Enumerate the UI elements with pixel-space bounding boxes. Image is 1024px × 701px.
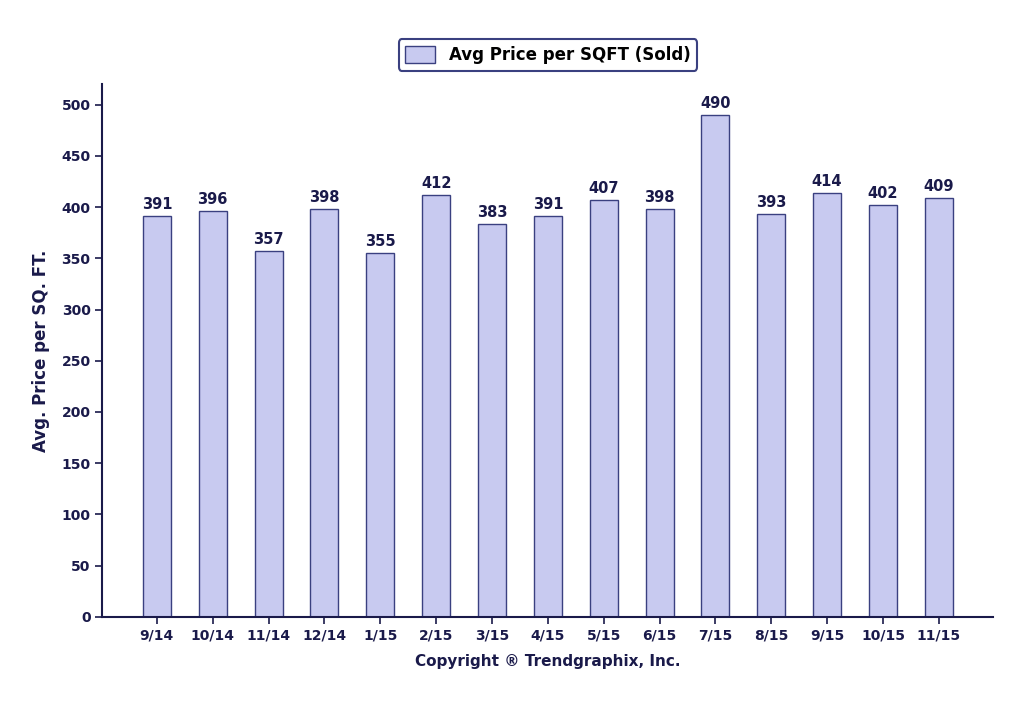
Text: 412: 412 xyxy=(421,176,452,191)
Text: 409: 409 xyxy=(924,179,954,193)
Bar xyxy=(310,209,338,617)
Y-axis label: Avg. Price per SQ. FT.: Avg. Price per SQ. FT. xyxy=(33,250,50,451)
Text: 393: 393 xyxy=(756,195,786,210)
Text: 414: 414 xyxy=(812,174,843,189)
Legend: Avg Price per SQFT (Sold): Avg Price per SQFT (Sold) xyxy=(398,39,697,71)
Text: 383: 383 xyxy=(477,205,507,220)
Text: 357: 357 xyxy=(253,232,284,247)
Text: 407: 407 xyxy=(589,181,618,196)
Bar xyxy=(255,251,283,617)
Bar xyxy=(422,195,451,617)
Bar xyxy=(758,215,785,617)
Bar xyxy=(701,115,729,617)
Text: 396: 396 xyxy=(198,192,228,207)
Text: 490: 490 xyxy=(700,96,731,111)
Text: 391: 391 xyxy=(532,197,563,212)
X-axis label: Copyright ® Trendgraphix, Inc.: Copyright ® Trendgraphix, Inc. xyxy=(415,654,681,669)
Bar xyxy=(813,193,841,617)
Text: 391: 391 xyxy=(141,197,172,212)
Bar xyxy=(925,198,952,617)
Bar xyxy=(869,205,897,617)
Bar xyxy=(590,200,617,617)
Text: 398: 398 xyxy=(309,190,340,205)
Bar xyxy=(645,209,674,617)
Bar xyxy=(199,211,226,617)
Bar xyxy=(478,224,506,617)
Text: 402: 402 xyxy=(867,186,898,201)
Text: 355: 355 xyxy=(365,234,395,249)
Bar xyxy=(534,217,562,617)
Bar xyxy=(143,217,171,617)
Text: 398: 398 xyxy=(644,190,675,205)
Bar xyxy=(367,253,394,617)
